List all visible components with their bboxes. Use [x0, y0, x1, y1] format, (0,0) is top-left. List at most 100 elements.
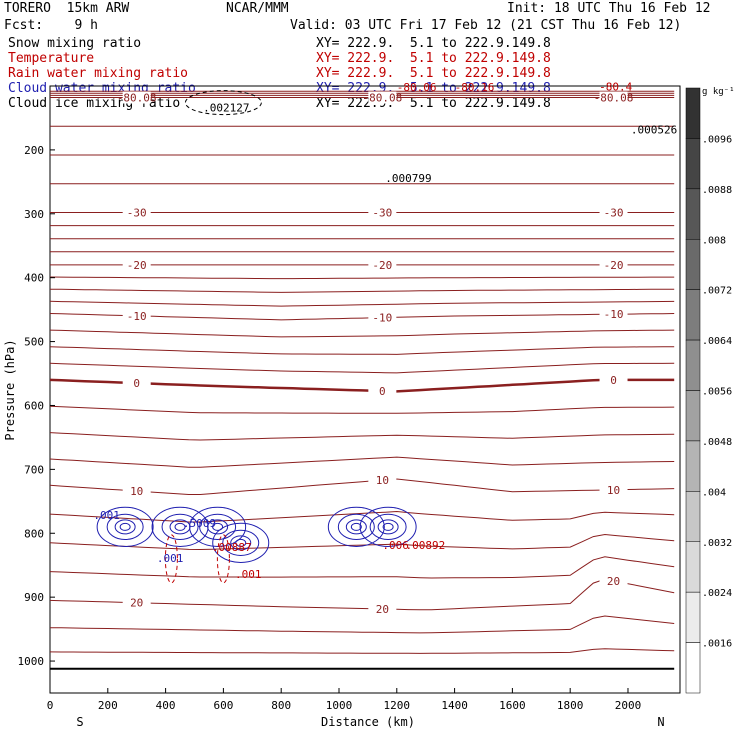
colorbar-tick: .0072 — [702, 286, 732, 297]
field-temperature-xy: XY= 222.9. 5.1 to 222.9.149.8 — [316, 51, 551, 66]
contour-label-bg — [599, 258, 628, 271]
contour-label: 10 — [130, 485, 143, 498]
isotherm-labelled — [49, 313, 675, 321]
cloud-water-contour — [337, 513, 375, 540]
org-title: NCAR/MMM — [226, 1, 289, 16]
y-tick-label: 600 — [24, 399, 44, 412]
y-tick-label: 300 — [24, 208, 44, 221]
contour-label-bg — [599, 574, 628, 587]
cloud-water-contour — [106, 513, 144, 540]
y-axis-title: Pressure (hPa) — [3, 339, 17, 440]
colorbar-cell — [685, 339, 701, 391]
contour-label-bg — [599, 206, 628, 219]
contour-label-bg — [122, 258, 151, 271]
cloud-water-contour — [230, 535, 252, 551]
annotation-label: .001 — [235, 568, 262, 581]
annotation-label: .000799 — [385, 172, 431, 185]
forecast-hour: Fcst: 9 h — [4, 18, 98, 33]
contour-label-bg — [368, 258, 397, 271]
colorbar-tick: .008 — [702, 235, 726, 246]
valid-time: Valid: 03 UTC Fri 17 Feb 12 (21 CST Thu … — [290, 18, 682, 33]
contour-label: 0 — [379, 385, 386, 398]
annotation-label: .00892 — [405, 539, 445, 552]
annotation-label: .000526 — [631, 123, 677, 136]
colorbar-tick: .0024 — [702, 588, 732, 599]
contour-label: -10 — [127, 310, 147, 323]
field-rain: Rain water mixing ratio — [8, 66, 189, 81]
cloud-water-contour — [96, 506, 154, 547]
colorbar-cell — [685, 642, 701, 694]
colorbar-cell — [685, 138, 701, 190]
x-tick-label: 400 — [156, 699, 176, 712]
contour-label: -80.08 — [362, 92, 402, 105]
contour-label: 0 — [610, 374, 617, 387]
isotherm-labelled — [49, 478, 675, 495]
colorbar-unit: g kg⁻¹ — [702, 87, 735, 97]
contour-label: -30 — [127, 207, 147, 220]
x-tick-label: 2000 — [615, 699, 642, 712]
field-cloud-ice: Cloud ice mixing ratio — [8, 96, 181, 111]
isotherm — [49, 405, 675, 414]
colorbar-tick: .0032 — [702, 538, 732, 549]
contour-label-bg — [368, 311, 397, 324]
x-tick-label: 1400 — [441, 699, 468, 712]
contour-label-bg — [122, 377, 151, 390]
field-cloud-water: Cloud water mixing ratio — [8, 81, 196, 96]
annotation-label: .001 — [93, 509, 120, 522]
colorbar-cell — [685, 491, 701, 543]
colorbar-cell — [685, 591, 701, 643]
init-time: Init: 18 UTC Thu 16 Feb 12 — [507, 1, 711, 16]
colorbar-cell — [685, 188, 701, 240]
annotation-label: .002127 — [203, 102, 249, 115]
isotherm-labelled — [49, 378, 675, 393]
contour-label-bg — [122, 309, 151, 322]
cloud-water-contour — [212, 522, 270, 563]
y-tick-label: 800 — [24, 527, 44, 540]
colorbar-tick: .0016 — [702, 639, 732, 650]
annotation-label: .00887 — [212, 541, 252, 554]
y-tick-label: 500 — [24, 336, 44, 349]
isotherm — [49, 329, 675, 338]
annotation-label: -80.4 — [599, 80, 632, 93]
contour-label: 20 — [376, 603, 389, 616]
annotation-label: .5009 — [183, 517, 216, 530]
contour-label-bg — [599, 373, 628, 386]
isotherm — [49, 556, 675, 579]
contour-label: 20 — [130, 597, 143, 610]
cloud-water-contour — [189, 506, 247, 547]
contour-label-bg — [599, 483, 628, 496]
y-tick-label: 200 — [24, 144, 44, 157]
cloud-water-contour — [369, 513, 407, 540]
contour-label: 20 — [607, 575, 620, 588]
cloud-water-contour — [350, 522, 362, 531]
x-tick-label: 200 — [98, 699, 118, 712]
cloud-water-contour — [382, 522, 394, 531]
isotherm — [49, 648, 675, 654]
contour-label: -20 — [127, 259, 147, 272]
field-snow: Snow mixing ratio — [8, 36, 142, 51]
cloud-water-contour — [199, 513, 237, 540]
annotation-label: .001 — [157, 552, 184, 565]
colorbar-tick: .0056 — [702, 387, 732, 398]
colorbar-cell — [685, 440, 701, 492]
cloud-water-contour — [114, 519, 136, 535]
colorbar-cell — [685, 239, 701, 290]
colorbar-cell — [685, 87, 701, 139]
x-end-right: N — [657, 715, 664, 729]
cloud-water-contour — [222, 529, 260, 556]
snow-contour — [184, 90, 262, 116]
contour-label-bg — [599, 91, 628, 104]
isotherm — [49, 362, 675, 374]
x-tick-label: 600 — [213, 699, 233, 712]
contour-label: -10 — [604, 308, 624, 321]
contour-label: 10 — [607, 484, 620, 497]
cloud-water-contour — [377, 519, 399, 535]
model-title: TORERO 15km ARW — [4, 1, 130, 16]
field-temperature: Temperature — [8, 51, 95, 66]
contour-label: -20 — [604, 259, 624, 272]
contour-label: -80.08 — [594, 92, 634, 105]
annotation-label: -80.06 — [397, 81, 437, 94]
cloud-water-contour — [235, 538, 247, 547]
isotherm — [49, 288, 675, 293]
